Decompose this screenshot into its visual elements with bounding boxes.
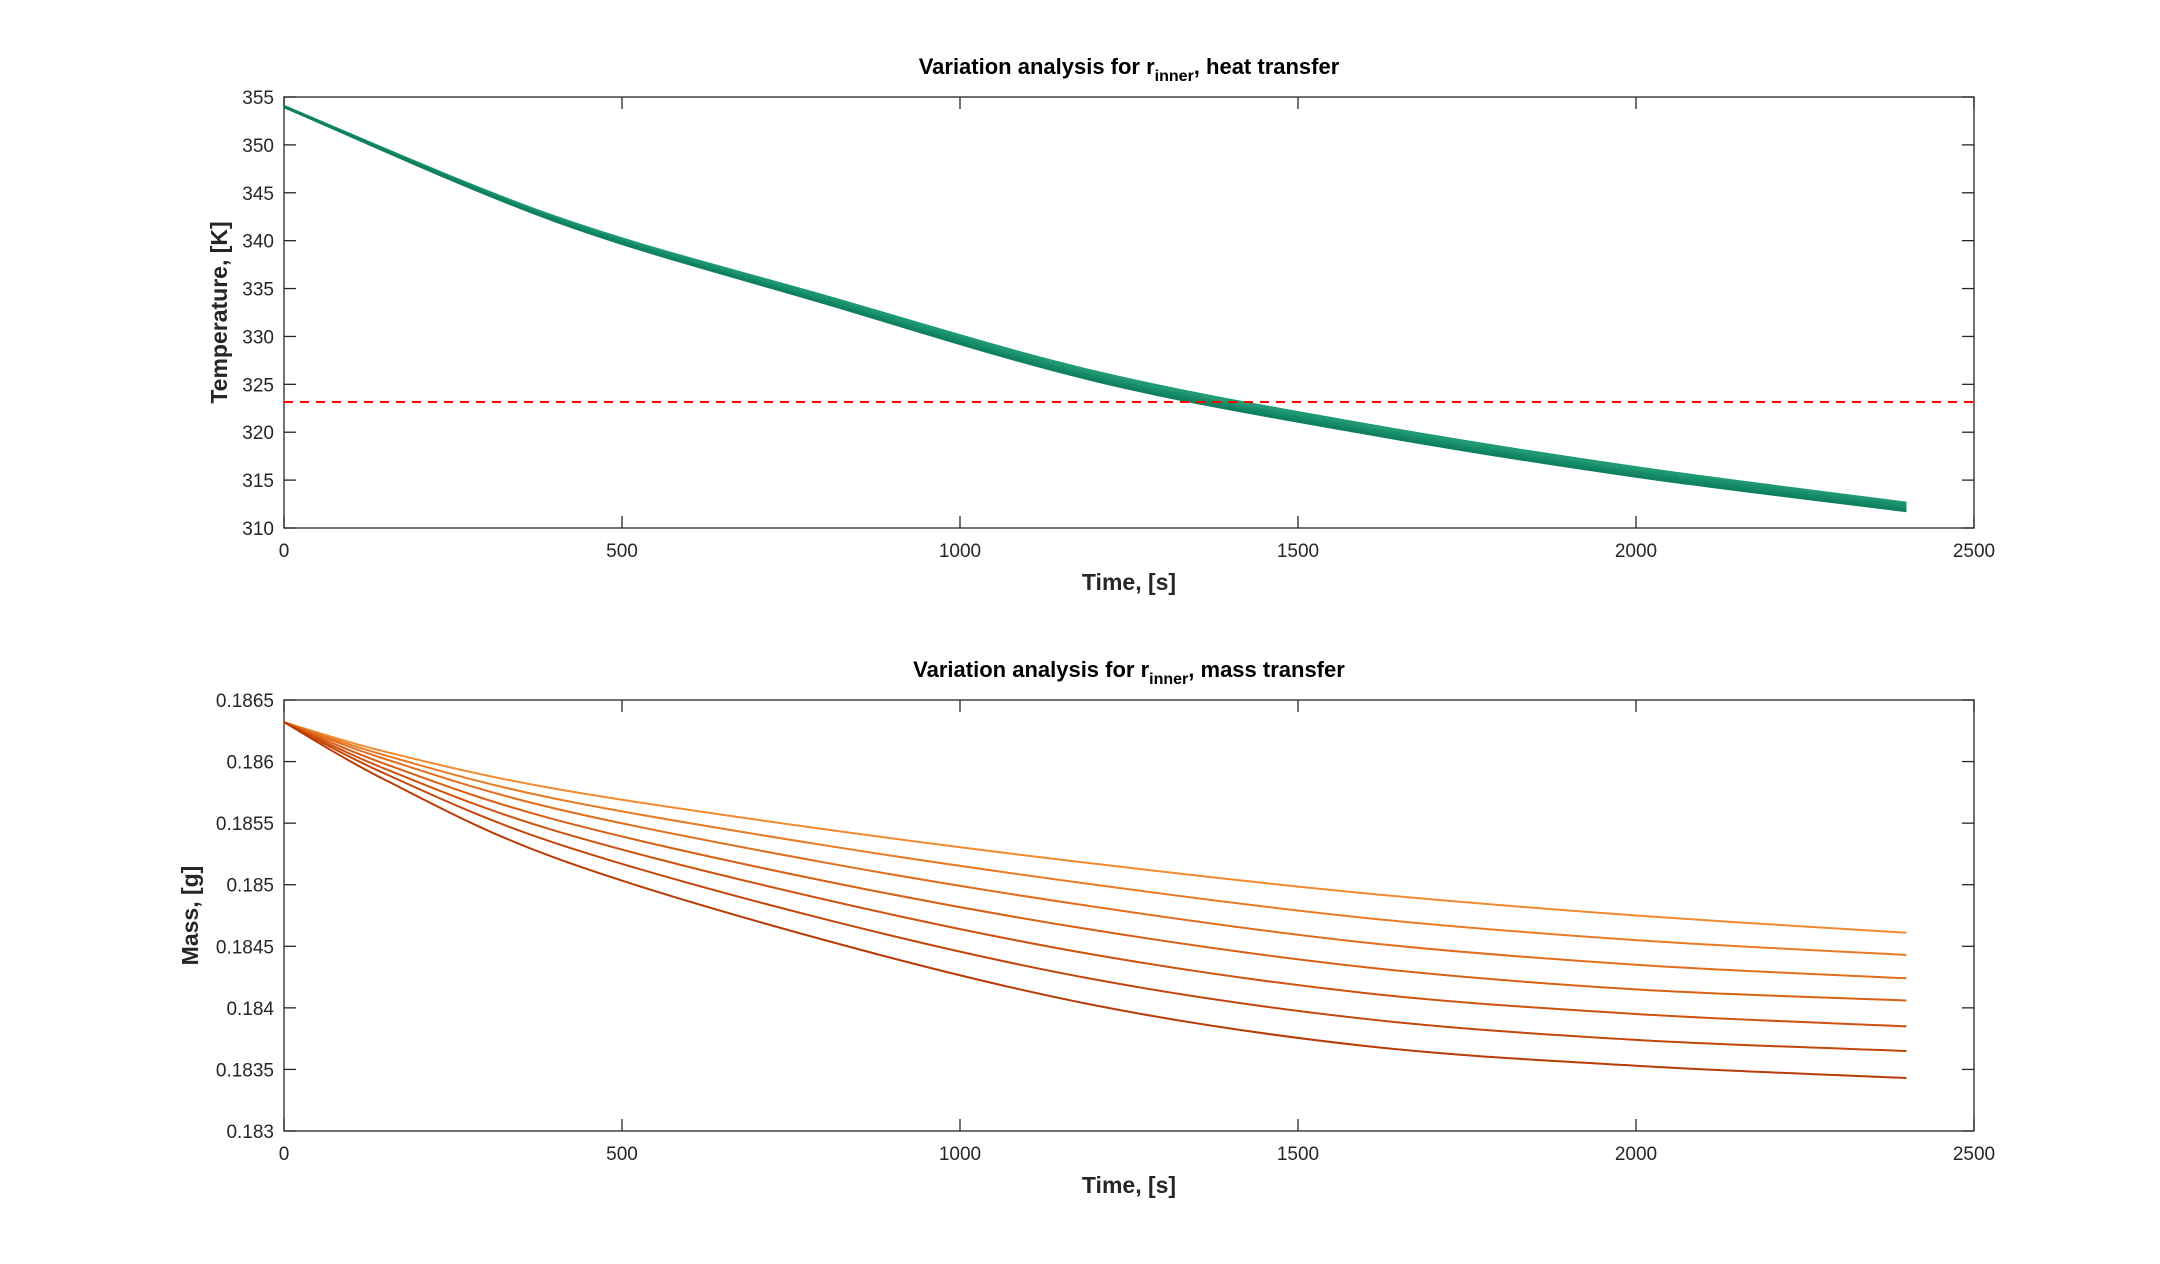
x-tick-label: 500 bbox=[606, 541, 638, 562]
x-tick-label: 2500 bbox=[1953, 541, 1995, 562]
y-tick-label: 0.186 bbox=[226, 753, 274, 774]
chart-title: Variation analysis for rinner, heat tran… bbox=[919, 54, 1340, 85]
plot-area bbox=[283, 96, 1975, 529]
y-tick-label: 0.1845 bbox=[216, 937, 274, 958]
series-line-5 bbox=[283, 721, 1907, 1028]
x-tick-label: 1000 bbox=[939, 541, 981, 562]
y-axis-label: Temperature, [K] bbox=[206, 221, 232, 403]
y-tick-label: 325 bbox=[242, 375, 274, 396]
series-line-1 bbox=[283, 721, 1907, 934]
y-tick-label: 0.1835 bbox=[216, 1060, 274, 1081]
x-tick-label: 0 bbox=[279, 541, 290, 562]
y-tick-label: 0.184 bbox=[226, 999, 274, 1020]
x-axis-label: Time, [s] bbox=[1082, 569, 1176, 595]
plot-area bbox=[283, 699, 1975, 1132]
x-tick-label: 500 bbox=[606, 1144, 638, 1165]
series-line-5 bbox=[283, 105, 1907, 513]
series-line-4 bbox=[283, 721, 1907, 1002]
x-tick-label: 0 bbox=[279, 1144, 290, 1165]
series-line-2 bbox=[283, 721, 1907, 956]
x-tick-label: 2000 bbox=[1615, 1144, 1657, 1165]
y-tick-label: 350 bbox=[242, 136, 274, 157]
y-tick-label: 0.1855 bbox=[216, 814, 274, 835]
y-tick-label: 0.1865 bbox=[216, 691, 274, 712]
x-tick-label: 1500 bbox=[1277, 541, 1319, 562]
series-line-3 bbox=[283, 721, 1907, 980]
y-tick-label: 315 bbox=[242, 471, 274, 492]
y-tick-label: 345 bbox=[242, 184, 274, 205]
y-tick-label: 0.185 bbox=[226, 876, 274, 897]
y-tick-label: 340 bbox=[242, 232, 274, 253]
chart-title: Variation analysis for rinner, mass tran… bbox=[913, 657, 1345, 688]
y-axis-label: Mass, [g] bbox=[177, 866, 203, 966]
x-tick-label: 2000 bbox=[1615, 541, 1657, 562]
y-tick-label: 310 bbox=[242, 519, 274, 540]
y-tick-label: 335 bbox=[242, 280, 274, 301]
mass-transfer-chart: Time, [s] Mass, [g] 0 500 1000 1500 2000 2500… bbox=[177, 657, 1995, 1198]
x-tick-label: 1000 bbox=[939, 1144, 981, 1165]
series-line-6 bbox=[283, 721, 1907, 1052]
y-tick-label: 320 bbox=[242, 423, 274, 444]
heat-transfer-chart: Time, [s] Temperature, [K] 0 500 1000 1500 2… bbox=[206, 54, 1995, 595]
y-tick-label: 0.183 bbox=[226, 1122, 274, 1143]
x-axis-label: Time, [s] bbox=[1082, 1172, 1176, 1198]
y-tick-label: 330 bbox=[242, 327, 274, 348]
x-tick-label: 1500 bbox=[1277, 1144, 1319, 1165]
series-line-7 bbox=[283, 721, 1907, 1080]
y-tick-label: 355 bbox=[242, 88, 274, 109]
x-tick-label: 2500 bbox=[1953, 1144, 1995, 1165]
